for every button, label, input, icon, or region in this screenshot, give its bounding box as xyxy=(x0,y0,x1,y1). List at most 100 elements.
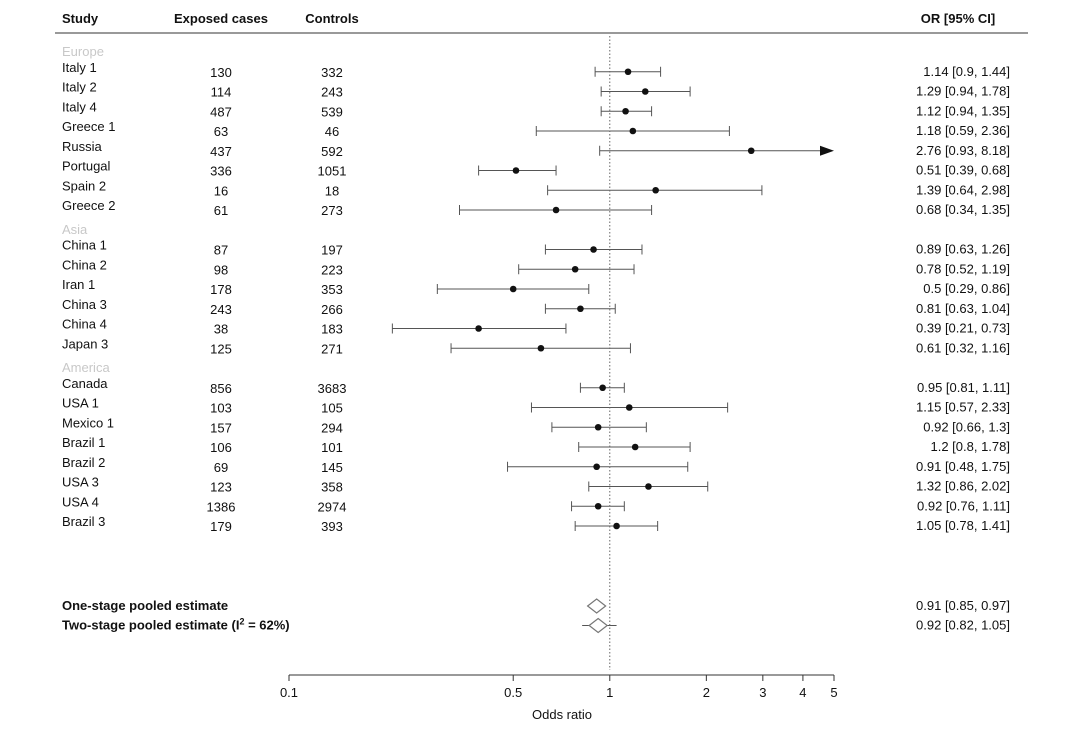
point-estimate xyxy=(599,384,606,392)
or-ci-value: 0.91 [0.48, 1.75] xyxy=(916,459,1010,474)
study-label: Iran 1 xyxy=(62,277,95,292)
study-label: USA 4 xyxy=(62,494,99,509)
point-estimate xyxy=(593,463,600,471)
point-estimate xyxy=(641,88,649,95)
study-label: Portugal xyxy=(62,159,111,174)
or-ci-value: 2.76 [0.93, 8.18] xyxy=(916,143,1010,158)
pooled-label: One-stage pooled estimate xyxy=(62,598,228,613)
controls-value: 2974 xyxy=(318,499,347,514)
exposed-cases-value: 103 xyxy=(210,401,232,416)
exposed-cases-value: 336 xyxy=(210,164,232,179)
study-label: China 2 xyxy=(62,257,107,272)
controls-value: 145 xyxy=(321,460,343,475)
or-ci-value: 1.05 [0.78, 1.41] xyxy=(916,518,1010,533)
study-label: Brazil 3 xyxy=(62,514,105,529)
point-estimate xyxy=(509,285,517,293)
exposed-cases-value: 130 xyxy=(210,65,232,80)
or-ci-value: 1.14 [0.9, 1.44] xyxy=(923,64,1010,79)
controls-value: 353 xyxy=(321,282,343,297)
header-exposed-cases: Exposed cases xyxy=(174,11,268,26)
controls-value: 183 xyxy=(321,322,343,337)
study-label: China 4 xyxy=(62,317,107,332)
controls-value: 332 xyxy=(321,65,343,80)
point-estimate xyxy=(594,423,602,431)
or-ci-value: 1.32 [0.86, 2.02] xyxy=(916,479,1010,494)
exposed-cases-value: 856 xyxy=(210,381,232,396)
pooled-label: Two-stage pooled estimate (I2 = 62%) xyxy=(62,617,290,633)
pooled-or-ci-value: 0.92 [0.82, 1.05] xyxy=(916,618,1010,633)
controls-value: 3683 xyxy=(318,381,347,396)
point-estimate xyxy=(652,186,659,194)
x-tick-label: 2 xyxy=(703,685,710,700)
or-ci-value: 0.92 [0.76, 1.11] xyxy=(917,498,1010,513)
chart-marks xyxy=(391,36,834,670)
point-estimate xyxy=(590,246,597,253)
or-ci-value: 0.92 [0.66, 1.3] xyxy=(923,419,1010,434)
study-label: Spain 2 xyxy=(62,178,106,193)
or-ci-value: 0.95 [0.81, 1.11] xyxy=(917,380,1010,395)
study-label: Italy 1 xyxy=(62,60,97,75)
exposed-cases-value: 487 xyxy=(210,104,232,119)
point-estimate xyxy=(631,443,639,451)
point-estimate xyxy=(512,167,520,174)
or-ci-value: 0.89 [0.63, 1.26] xyxy=(916,242,1010,257)
x-axis: 0.1 0.5 1 2 3 4 5 Odds ratio xyxy=(280,674,838,722)
exposed-cases-value: 106 xyxy=(210,440,232,455)
study-label: USA 1 xyxy=(62,396,99,411)
x-tick-label: 3 xyxy=(759,685,766,700)
controls-value: 393 xyxy=(321,519,343,534)
exposed-cases-value: 61 xyxy=(214,203,228,218)
study-label: Greece 1 xyxy=(62,119,115,134)
or-ci-value: 1.18 [0.59, 2.36] xyxy=(916,123,1010,138)
exposed-cases-value: 125 xyxy=(210,341,232,356)
exposed-cases-value: 437 xyxy=(210,144,232,159)
x-tick-label: 1 xyxy=(606,685,613,700)
controls-value: 46 xyxy=(325,124,339,139)
point-estimate xyxy=(571,265,579,273)
pooled-or-ci-value: 0.91 [0.85, 0.97] xyxy=(916,598,1010,613)
controls-value: 271 xyxy=(321,341,343,356)
exposed-cases-value: 157 xyxy=(210,420,232,435)
group-label: America xyxy=(62,360,110,375)
x-axis-label: Odds ratio xyxy=(532,707,592,722)
or-ci-value: 1.2 [0.8, 1.78] xyxy=(930,439,1010,454)
controls-value: 197 xyxy=(321,243,343,258)
point-estimate xyxy=(552,206,560,214)
exposed-cases-value: 69 xyxy=(214,460,228,475)
exposed-cases-value: 123 xyxy=(210,480,232,495)
controls-value: 294 xyxy=(321,420,343,435)
header-controls: Controls xyxy=(305,11,358,26)
x-tick-label: 0.5 xyxy=(504,685,522,700)
x-tick-label: 0.1 xyxy=(280,685,298,700)
exposed-cases-value: 38 xyxy=(214,322,228,337)
exposed-cases-value: 98 xyxy=(214,262,228,277)
exposed-cases-value: 16 xyxy=(214,183,228,198)
point-estimate xyxy=(747,147,755,155)
or-ci-value: 0.51 [0.39, 0.68] xyxy=(916,163,1010,178)
controls-value: 592 xyxy=(321,144,343,159)
point-estimate xyxy=(624,68,632,76)
study-label: Greece 2 xyxy=(62,198,115,213)
exposed-cases-value: 63 xyxy=(214,124,228,139)
or-ci-value: 1.39 [0.64, 2.98] xyxy=(916,182,1010,197)
or-ci-value: 1.15 [0.57, 2.33] xyxy=(916,400,1010,415)
controls-value: 18 xyxy=(325,183,339,198)
pooled-diamond xyxy=(586,598,607,614)
x-tick-label: 5 xyxy=(830,685,837,700)
or-ci-value: 1.12 [0.94, 1.35] xyxy=(916,103,1010,118)
point-estimate xyxy=(622,107,629,115)
exposed-cases-value: 179 xyxy=(210,519,232,534)
point-estimate xyxy=(645,483,652,490)
study-label: Mexico 1 xyxy=(62,415,114,430)
exposed-cases-value: 87 xyxy=(214,243,228,258)
or-ci-value: 0.81 [0.63, 1.04] xyxy=(916,301,1010,316)
controls-value: 539 xyxy=(321,104,343,119)
point-estimate xyxy=(475,325,482,332)
controls-value: 105 xyxy=(321,401,343,416)
header-or-ci: OR [95% CI] xyxy=(921,11,995,26)
x-tick-label: 4 xyxy=(799,685,806,700)
study-label: USA 3 xyxy=(62,475,99,490)
or-ci-value: 0.5 [0.29, 0.86] xyxy=(923,281,1010,296)
point-estimate xyxy=(577,305,584,313)
